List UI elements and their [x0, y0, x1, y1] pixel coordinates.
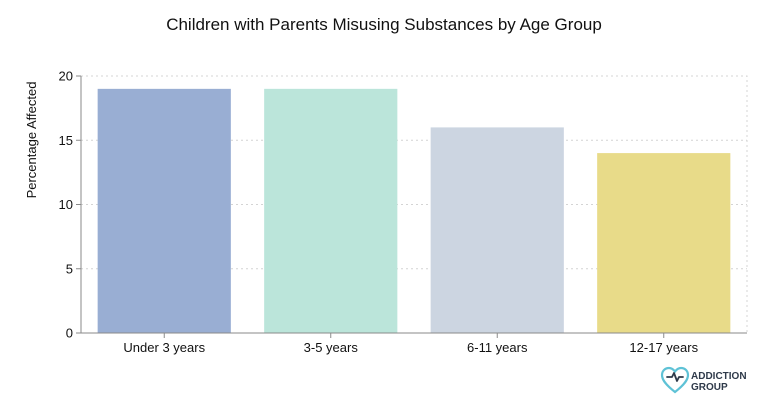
- chart-title: Children with Parents Misusing Substance…: [166, 15, 602, 34]
- bar-3-5-years: [264, 88, 398, 333]
- x-tick-label: 6-11 years: [467, 340, 528, 355]
- y-tick-label: 0: [66, 326, 73, 341]
- y-tick-label: 20: [59, 69, 73, 84]
- brand-name-line1: ADDICTION: [691, 371, 747, 382]
- bar-under-3-years: [97, 88, 231, 333]
- bar-12-17-years: [597, 153, 731, 333]
- y-tick-labels: 0 5 10 15 20: [59, 69, 81, 341]
- brand-name-line2: GROUP: [691, 382, 728, 393]
- y-axis-label: Percentage Affected: [24, 82, 39, 199]
- x-tick-label: Under 3 years: [123, 340, 205, 355]
- y-tick-label: 15: [59, 133, 73, 148]
- heart-logo-icon: [660, 366, 690, 394]
- y-tick-label: 5: [66, 261, 73, 276]
- x-tick-label: 3-5 years: [304, 340, 359, 355]
- y-tick-label: 10: [59, 197, 73, 212]
- x-tick-label: 12-17 years: [629, 340, 698, 355]
- brand-logo: ADDICTION GROUP: [660, 366, 747, 394]
- x-tick-labels: Under 3 years 3-5 years 6-11 years 12-17 ye…: [123, 333, 699, 355]
- bars: [97, 88, 731, 334]
- bar-6-11-years: [430, 127, 564, 334]
